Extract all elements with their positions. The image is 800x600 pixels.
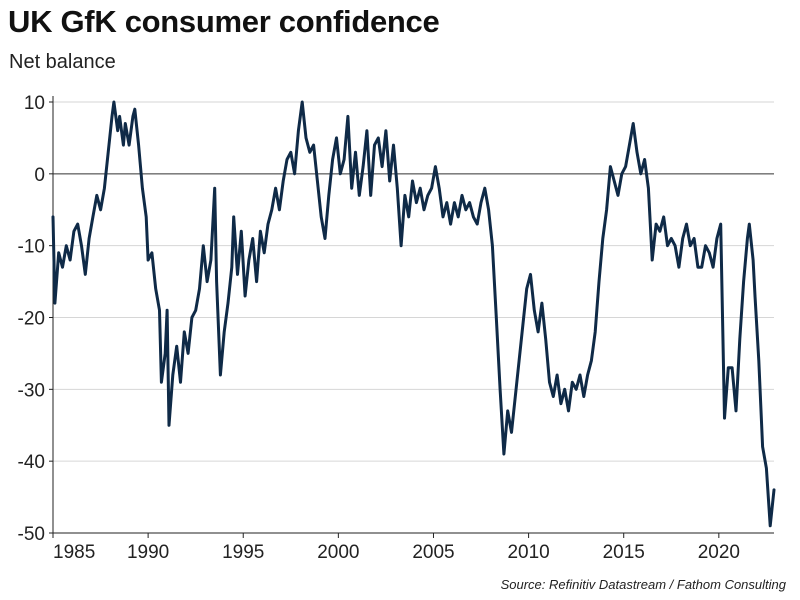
x-tick-label: 1990 (127, 542, 169, 563)
y-tick-label: -40 (18, 452, 45, 473)
y-tick-label: 10 (24, 93, 45, 114)
y-tick-labels: 10 0 -10 -20 -30 -40 -50 (18, 93, 45, 545)
x-tick-label: 2005 (412, 542, 454, 563)
y-tick-label: -10 (18, 237, 45, 258)
x-tick-label: 2020 (698, 542, 740, 563)
x-tick-label: 1995 (222, 542, 264, 563)
x-tick-label: 1985 (53, 542, 95, 563)
y-tick-label: 0 (34, 165, 45, 186)
y-tick-label: -20 (18, 309, 45, 330)
x-tick-label: 2015 (603, 542, 645, 563)
y-tick-label: -30 (18, 380, 45, 401)
x-tick-label: 2010 (507, 542, 549, 563)
x-tick-label: 2000 (317, 542, 359, 563)
source-note: Source: Refinitiv Datastream / Fathom Co… (500, 577, 786, 592)
chart-title: UK GfK consumer confidence (8, 4, 440, 39)
y-tick-label: -50 (18, 524, 45, 545)
gridlines (53, 101, 774, 462)
x-tick-labels: 1985 1990 1995 2000 2005 2010 2015 2020 (53, 542, 740, 563)
series-line (51, 100, 776, 528)
chart-subtitle: Net balance (9, 51, 116, 73)
